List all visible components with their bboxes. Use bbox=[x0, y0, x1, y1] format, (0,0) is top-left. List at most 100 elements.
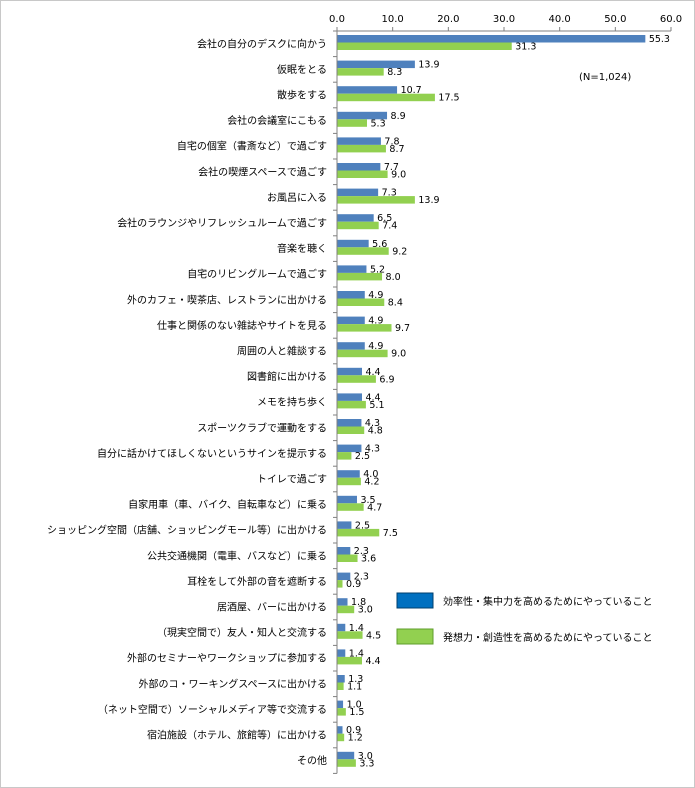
bar-creativity bbox=[337, 759, 356, 767]
bar-efficiency bbox=[337, 495, 357, 504]
legend-swatch-efficiency bbox=[396, 592, 434, 609]
bar-efficiency bbox=[337, 111, 388, 120]
bar-creativity bbox=[337, 528, 380, 537]
bar-creativity bbox=[337, 733, 345, 742]
data-label-creativity: 3.3 bbox=[359, 758, 374, 769]
bar-creativity bbox=[337, 144, 386, 153]
bar-efficiency bbox=[337, 700, 344, 709]
data-label-efficiency: 0.9 bbox=[346, 725, 361, 736]
sample-size-note: (N=1,024) bbox=[579, 72, 631, 83]
bar-creativity bbox=[337, 196, 415, 204]
category-label: その他 bbox=[297, 754, 327, 767]
bar-creativity bbox=[337, 426, 365, 434]
bar-efficiency bbox=[337, 393, 362, 401]
bar-creativity bbox=[337, 554, 358, 562]
data-label-efficiency: 7.3 bbox=[382, 188, 397, 199]
data-label-creativity: 3.0 bbox=[358, 605, 373, 616]
bar-efficiency bbox=[337, 675, 345, 683]
data-label-creativity: 4.8 bbox=[368, 426, 383, 437]
bar-creativity bbox=[337, 93, 435, 102]
data-label-efficiency: 7.7 bbox=[384, 162, 399, 173]
data-label-creativity: 5.3 bbox=[371, 118, 386, 129]
bar-creativity bbox=[337, 272, 383, 281]
category-label: お風呂に入る bbox=[267, 192, 327, 204]
bar-efficiency bbox=[337, 444, 362, 453]
category-label: トイレで過ごす bbox=[257, 473, 327, 486]
data-label-creativity: 2.5 bbox=[355, 451, 370, 462]
category-label: 耳栓をして外部の音を遮断する bbox=[187, 575, 327, 588]
data-label-creativity: 6.9 bbox=[379, 374, 394, 385]
data-label-creativity: 4.5 bbox=[366, 630, 381, 641]
data-label-efficiency: 3.5 bbox=[360, 495, 375, 506]
bar-creativity bbox=[337, 477, 361, 486]
bar-efficiency bbox=[337, 35, 646, 43]
data-label-creativity: 5.1 bbox=[369, 400, 384, 411]
bar-efficiency bbox=[337, 419, 362, 427]
data-label-efficiency: 1.8 bbox=[351, 597, 366, 608]
data-label-creativity: 3.6 bbox=[361, 554, 376, 565]
category-label: ショッピング空間（店舗、ショッピングモール等）に出かける bbox=[47, 524, 327, 537]
data-label-efficiency: 5.6 bbox=[372, 239, 387, 250]
data-label-efficiency: 4.3 bbox=[365, 444, 380, 455]
data-label-creativity: 9.0 bbox=[391, 349, 406, 360]
data-label-efficiency: 4.4 bbox=[365, 392, 380, 403]
bar-efficiency bbox=[337, 214, 374, 222]
bar-efficiency bbox=[337, 649, 346, 657]
data-label-creativity: 9.2 bbox=[392, 246, 407, 257]
category-labels: 会社の自分のデスクに向かう仮眠をとる散歩をする会社の会議室にこもる自宅の個室（書… bbox=[47, 37, 327, 767]
bar-creativity bbox=[337, 324, 392, 332]
data-label-creativity: 8.4 bbox=[388, 298, 403, 309]
x-tick-label: 60.0 bbox=[660, 14, 682, 25]
x-axis: 0.0 10.0 20.0 30.0 40.0 50.0 60.0 bbox=[329, 14, 682, 774]
category-label: 宿泊施設（ホテル、旅館等）に出かける bbox=[147, 729, 327, 742]
data-label-creativity: 9.0 bbox=[391, 170, 406, 181]
x-tick-label: 20.0 bbox=[437, 14, 459, 25]
bar-creativity bbox=[337, 656, 362, 665]
data-label-efficiency: 7.8 bbox=[384, 136, 399, 147]
data-label-efficiency: 5.2 bbox=[370, 264, 385, 275]
legend-label-creativity: 発想力・創造性を高めるためにやっていること bbox=[443, 631, 653, 644]
bar-creativity bbox=[337, 708, 346, 716]
bar-efficiency bbox=[337, 60, 415, 69]
bar-efficiency bbox=[337, 367, 362, 376]
bar-creativity bbox=[337, 170, 388, 178]
data-label-creativity: 9.7 bbox=[395, 323, 410, 334]
category-label: 周囲の人と雑談する bbox=[237, 345, 327, 358]
category-label: 音楽を聴く bbox=[277, 242, 327, 255]
data-label-efficiency: 4.9 bbox=[368, 341, 383, 352]
category-label: 外部のコ・ワーキングスペースに出かける bbox=[139, 677, 328, 690]
data-label-creativity: 8.0 bbox=[386, 272, 401, 283]
bar-efficiency bbox=[337, 239, 369, 248]
category-label: 会社の自分のデスクに向かう bbox=[197, 37, 327, 50]
bar-efficiency bbox=[337, 598, 348, 606]
data-label-creativity: 1.1 bbox=[347, 682, 362, 693]
data-label-creativity: 31.3 bbox=[515, 42, 536, 53]
category-label: 散歩をする bbox=[277, 89, 327, 102]
bar-creativity bbox=[337, 42, 512, 50]
data-label-creativity: 8.3 bbox=[387, 67, 402, 78]
legend-swatch-creativity bbox=[396, 628, 434, 645]
bar-efficiency bbox=[337, 265, 367, 273]
bar-efficiency bbox=[337, 86, 398, 94]
bar-efficiency bbox=[337, 470, 360, 478]
bar-creativity bbox=[337, 503, 364, 511]
bar-creativity bbox=[337, 298, 385, 306]
bar-creativity bbox=[337, 349, 388, 358]
category-label: 自分に話かけてほしくないというサインを提示する bbox=[97, 447, 327, 460]
x-tick-label: 50.0 bbox=[604, 14, 626, 25]
data-label-creativity: 4.4 bbox=[365, 656, 380, 667]
bar-efficiency bbox=[337, 521, 352, 529]
category-label: スポーツクラブで運動をする bbox=[197, 421, 327, 434]
data-label-efficiency: 1.4 bbox=[349, 648, 364, 659]
category-label: 会社のラウンジやリフレッシュルームで過ごす bbox=[117, 217, 327, 230]
bar-efficiency bbox=[337, 623, 346, 632]
bar-efficiency bbox=[337, 751, 355, 760]
data-label-creativity: 7.5 bbox=[383, 528, 398, 539]
data-label-creativity: 7.4 bbox=[382, 221, 397, 232]
data-label-efficiency: 55.3 bbox=[649, 34, 670, 45]
data-label-efficiency: 4.9 bbox=[368, 290, 383, 301]
bar-efficiency bbox=[337, 316, 365, 325]
data-label-efficiency: 2.3 bbox=[354, 572, 369, 583]
